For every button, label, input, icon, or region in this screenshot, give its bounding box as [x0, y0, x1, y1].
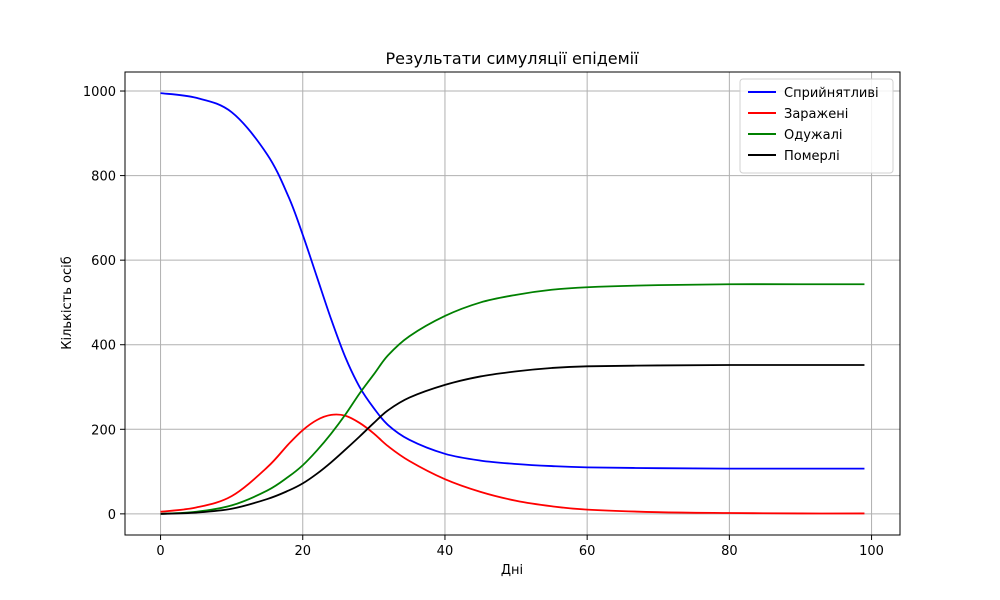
series-line-3: [160, 364, 865, 515]
y-tick-label: 0: [108, 508, 116, 523]
x-tick-label: 100: [859, 544, 884, 559]
y-tick-label: 600: [91, 254, 116, 269]
x-axis: 0 20 40 60 80 100: [156, 535, 884, 559]
x-tick-label: 40: [437, 544, 454, 559]
legend: Сприйнятливі Заражені Одужалі Померлі: [739, 78, 894, 174]
y-axis-label: Кількість осіб: [60, 256, 75, 350]
series-line-2: [160, 283, 865, 515]
y-axis: 0 200 400 600 800 1000: [83, 85, 125, 523]
plot-frame: [124, 71, 901, 536]
legend-label: Сприйнятливі: [784, 86, 879, 101]
series-line-0: [160, 92, 865, 470]
chart-title: Результати симуляції епідемії: [385, 49, 639, 68]
x-tick-label: 60: [579, 544, 596, 559]
y-tick-label: 1000: [83, 85, 116, 100]
x-tick-label: 20: [294, 544, 311, 559]
series-line-1: [160, 413, 865, 515]
legend-label: Померлі: [784, 149, 840, 164]
y-tick-label: 200: [91, 423, 116, 438]
y-tick-label: 400: [91, 339, 116, 354]
y-tick-label: 800: [91, 170, 116, 185]
legend-label: Заражені: [784, 107, 848, 122]
x-tick-label: 0: [156, 544, 164, 559]
legend-label: Одужалі: [784, 128, 843, 143]
x-tick-label: 80: [721, 544, 738, 559]
legend-box: [739, 78, 894, 174]
x-axis-label: Дні: [501, 563, 523, 578]
series-layer: [160, 92, 865, 515]
